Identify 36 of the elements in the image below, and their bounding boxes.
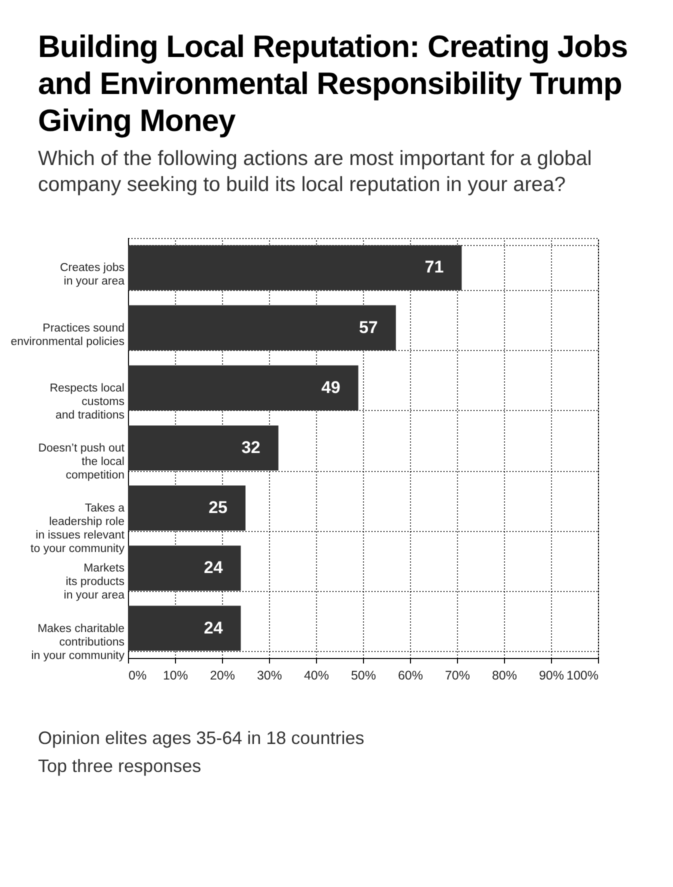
text: Top three responses: [38, 754, 202, 778]
x-tick-label: 60%: [398, 668, 424, 682]
x-tick-label: 50%: [350, 668, 376, 682]
bar: [128, 365, 358, 410]
y-tick-label: Doesn’t push out the local competition: [38, 442, 126, 482]
y-tick-label: Respects local customs and traditions: [50, 382, 125, 422]
data-label: 49: [321, 378, 340, 397]
y-tick-label: Practices sound environmental policies: [10, 322, 125, 348]
bar: [128, 485, 246, 530]
text: Opinion elites ages 35-64 in 18 countries: [38, 726, 366, 750]
y-tick-label: Markets its products in your area: [64, 562, 126, 602]
bar: [128, 425, 278, 470]
x-tick-label: 0%: [128, 668, 147, 682]
data-label: 24: [204, 558, 224, 578]
data-label: 25: [208, 498, 228, 517]
chart-subtitle: Which of the following actions are most important for a global company seeking to build its local reputation in your area?: [38, 146, 593, 198]
data-label: 57: [358, 318, 378, 337]
bar: [128, 606, 241, 651]
bar: [128, 245, 462, 290]
x-tick-label: 10%: [162, 668, 188, 682]
chart-title: Building Local Reputation: Creating Jobs and Environmental Responsibility Trump Giving Money: [38, 28, 629, 140]
data-label: 24: [204, 618, 224, 638]
x-tick-label: 20%: [210, 668, 236, 682]
data-label: 32: [241, 438, 260, 457]
bar: [128, 545, 241, 591]
x-tick-label: 100%: [566, 668, 598, 682]
bar: [128, 305, 396, 350]
y-tick-label: Takes a leadership role in issues relevant to your community: [30, 502, 126, 555]
x-tick-label: 90%: [538, 668, 564, 682]
x-tick-label: 30%: [256, 668, 282, 682]
x-tick-label: 80%: [492, 668, 518, 682]
x-tick-label: 70%: [444, 668, 470, 682]
data-label: 71: [424, 258, 444, 277]
x-tick-label: 40%: [304, 668, 330, 682]
y-tick-label: Creates jobs in your area: [60, 262, 126, 288]
y-tick-label: Makes charitable contributions in your community: [31, 622, 125, 662]
